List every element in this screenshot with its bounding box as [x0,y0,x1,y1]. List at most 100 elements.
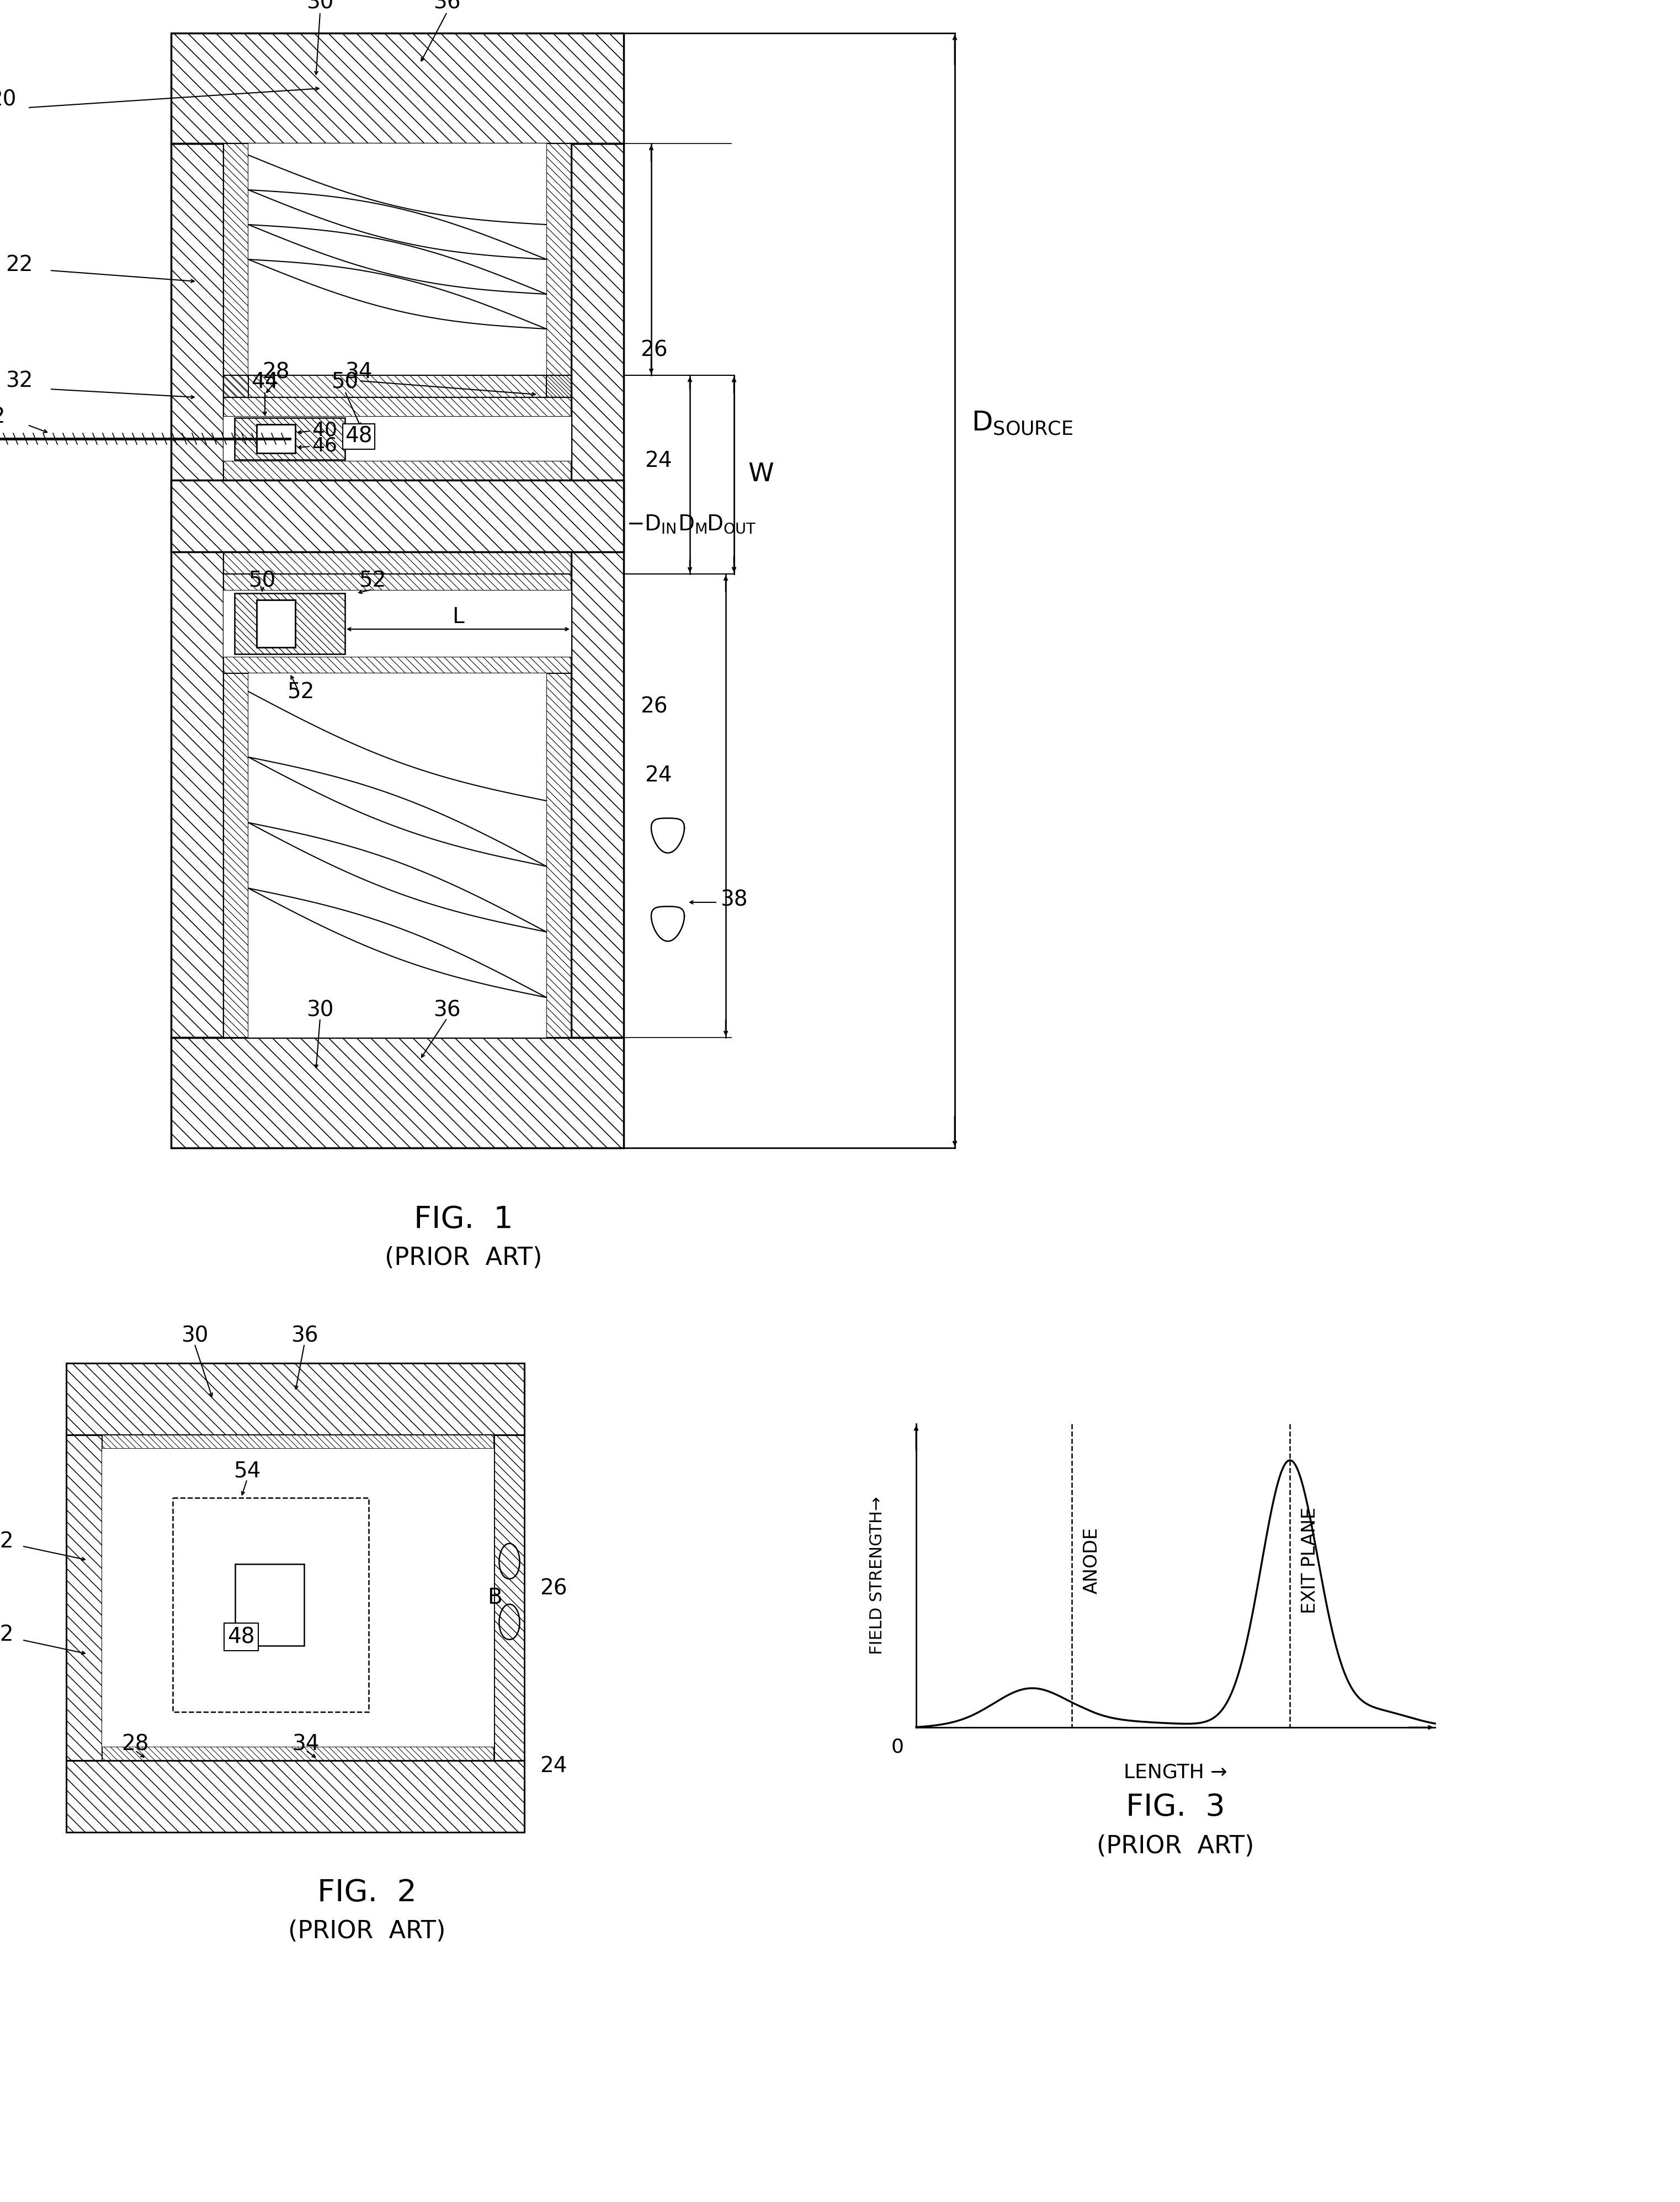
Bar [171,480,623,553]
Text: L: L [452,606,464,628]
Bar [223,575,571,590]
Bar [235,418,344,460]
Text: 34: 34 [344,361,373,383]
Text: 34: 34 [292,1733,319,1755]
Text: (PRIOR  ART): (PRIOR ART) [385,1246,543,1271]
Bar [223,590,571,656]
Bar [223,460,571,480]
Bar [223,416,571,460]
Bar [66,1759,524,1832]
Bar [494,1436,524,1759]
Bar [171,33,623,143]
Text: 42: 42 [0,405,5,427]
Bar [171,1037,623,1147]
Bar [223,460,571,480]
Text: 52: 52 [287,683,314,702]
Bar [102,1746,494,1759]
Bar [546,143,571,396]
Bar [223,396,571,416]
Bar [66,1436,102,1759]
Bar [102,1449,494,1746]
Bar [223,143,249,396]
Text: 50: 50 [331,372,358,392]
Bar [171,33,623,143]
Bar [235,1563,304,1645]
Bar [571,143,623,1037]
Bar [223,656,571,674]
Text: 30: 30 [306,1000,334,1020]
Bar [173,1497,368,1713]
Bar [571,143,623,1037]
Text: 54: 54 [234,1460,260,1482]
Text: 36: 36 [291,1326,318,1345]
Text: 36: 36 [433,0,460,13]
Text: $\mathsf{-D_{IN}}$: $\mathsf{-D_{IN}}$ [627,513,677,535]
Text: 22: 22 [5,255,34,275]
Bar [171,1037,623,1147]
Bar [102,1746,494,1759]
Bar [235,418,344,460]
Bar [235,592,344,654]
Bar [171,143,223,1037]
Bar [235,592,344,654]
Bar [223,143,249,396]
Bar [494,1436,524,1759]
Bar [223,374,571,396]
Text: (PRIOR  ART): (PRIOR ART) [1097,1834,1255,1858]
Text: FIG.  3: FIG. 3 [1126,1792,1225,1823]
Bar [223,374,571,396]
Text: 52: 52 [360,570,386,590]
Text: 22: 22 [0,1530,13,1552]
Bar [171,143,223,1037]
Text: 32: 32 [0,1625,13,1645]
Bar [546,674,571,1037]
Bar [223,674,249,1037]
Text: $\mathsf{D_{M}}$: $\mathsf{D_{M}}$ [679,513,707,535]
Text: 44: 44 [252,372,279,392]
Bar [257,425,296,454]
Bar [102,1436,494,1449]
Text: 38: 38 [721,890,748,909]
Bar [257,599,296,647]
Bar [249,674,546,1037]
Text: FIG.  1: FIG. 1 [413,1204,512,1235]
Text: FIELD STRENGTH→: FIELD STRENGTH→ [870,1497,885,1654]
Text: 24: 24 [645,451,672,471]
Text: 46: 46 [312,436,338,456]
Bar [66,1759,524,1832]
Text: 32: 32 [5,370,34,392]
Bar [223,575,571,590]
Text: EXIT PLANE: EXIT PLANE [1300,1506,1319,1614]
Text: 24: 24 [645,764,672,786]
Text: 30: 30 [181,1326,208,1345]
Bar [546,674,571,1037]
Text: 24: 24 [539,1755,568,1777]
Text: 26: 26 [640,696,667,718]
Text: 28: 28 [262,361,289,383]
Bar [223,553,571,575]
Text: $\mathsf{D_{OUT}}$: $\mathsf{D_{OUT}}$ [707,513,756,535]
Bar [223,553,571,575]
Text: $\mathsf{D}_{\mathsf{SOURCE}}$: $\mathsf{D}_{\mathsf{SOURCE}}$ [971,410,1074,436]
Bar [223,143,571,374]
Bar [171,480,623,553]
Bar [102,1436,494,1449]
Text: ANODE: ANODE [1084,1526,1100,1594]
Bar [66,1363,524,1436]
Text: 26: 26 [539,1579,568,1599]
Bar [249,143,546,374]
Text: 50: 50 [249,570,276,590]
Bar [102,1436,494,1759]
Text: 26: 26 [640,339,667,361]
Bar [546,143,571,396]
Bar [223,396,571,416]
Text: FIG.  2: FIG. 2 [318,1878,417,1907]
Text: W: W [748,462,773,487]
Bar [223,656,571,674]
Text: 36: 36 [433,1000,460,1020]
Text: 0: 0 [892,1737,904,1755]
Text: 30: 30 [306,0,334,13]
Text: 40: 40 [312,421,338,438]
Text: (PRIOR  ART): (PRIOR ART) [289,1920,445,1944]
Text: LENGTH →: LENGTH → [1124,1764,1228,1781]
